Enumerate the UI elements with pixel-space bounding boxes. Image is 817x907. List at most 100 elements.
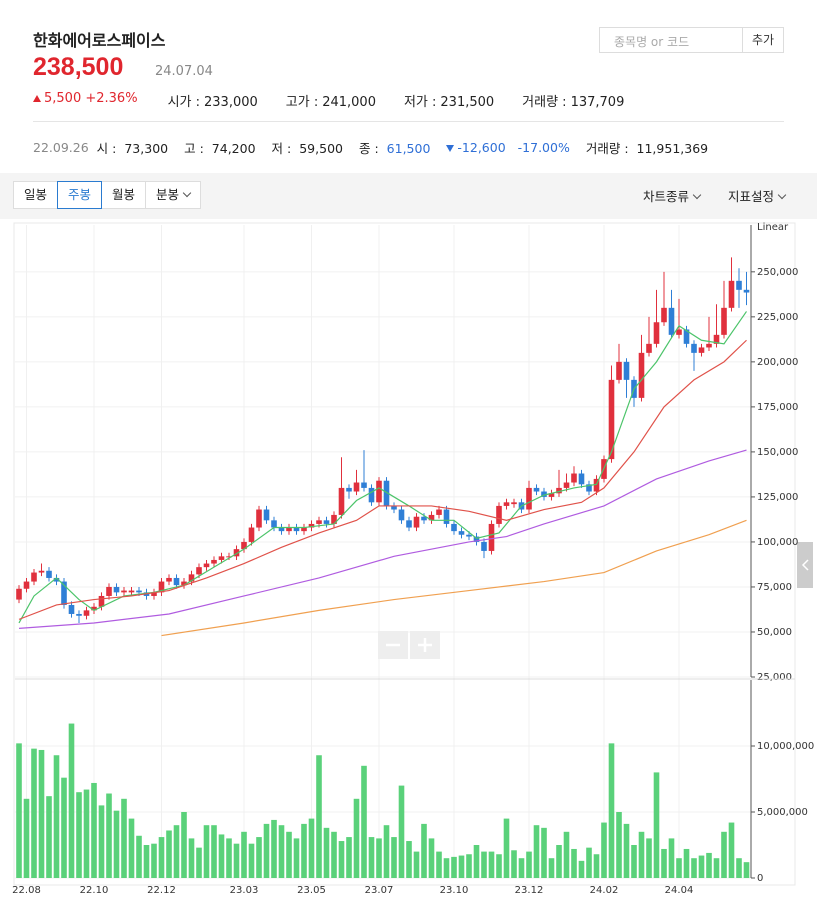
x-tick-label: 23.03 <box>230 885 259 896</box>
volume-bar <box>466 854 472 878</box>
candle-body <box>541 491 547 497</box>
volume-bar <box>196 847 202 878</box>
candle-body <box>293 527 300 532</box>
volume-bar <box>638 831 645 878</box>
volume-bar <box>181 812 187 878</box>
info-change-value: -12,600 <box>457 140 506 155</box>
volume-bar <box>128 818 135 878</box>
period-tab[interactable]: 월봉 <box>101 181 147 209</box>
volume-bar <box>451 856 457 878</box>
candle-body <box>646 343 652 353</box>
candle-body <box>203 563 210 568</box>
info-volume-value: 11,951,369 <box>636 141 709 156</box>
volume-bar <box>631 845 637 878</box>
candle-body <box>736 280 742 290</box>
volume-bar <box>503 818 510 878</box>
candle-body <box>458 531 465 535</box>
stat-value: 137,709 <box>570 95 625 110</box>
period-tab[interactable]: 주봉 <box>57 181 103 209</box>
zoom-in[interactable] <box>410 631 440 659</box>
y-tick-label: 250,000 <box>757 267 798 278</box>
add-button[interactable]: 추가 <box>742 28 783 52</box>
candle-body <box>331 514 337 524</box>
period-tabs: 일봉 주봉 월봉 분봉 <box>13 181 202 209</box>
volume-bar <box>413 851 420 878</box>
search-placeholder: 종목명 or 코드 <box>614 35 690 49</box>
chart-type-menu[interactable]: 차트종류 <box>643 186 702 205</box>
divider <box>33 121 784 122</box>
stat-label: 고가 : <box>285 95 319 110</box>
volume-bar <box>151 843 157 878</box>
plot-border <box>13 222 796 886</box>
change-value: 5,500 <box>44 91 82 106</box>
volume-bar <box>158 837 165 878</box>
y-tick-label: 100,000 <box>757 537 798 548</box>
handle-icon <box>801 559 809 571</box>
candle-body <box>308 523 315 528</box>
volume-bar <box>713 858 720 878</box>
y-tick-label: 225,000 <box>757 312 798 323</box>
candle-body <box>53 577 60 582</box>
candle-body <box>361 482 367 488</box>
price-date: 24.07.04 <box>155 64 213 79</box>
volume-bar <box>98 805 105 878</box>
volume-bar <box>308 818 315 878</box>
volume-bar <box>338 841 345 878</box>
volume-bar <box>16 743 22 878</box>
volume-bar <box>398 785 405 878</box>
volume-bar <box>548 858 555 878</box>
volume-bar <box>271 819 277 878</box>
period-tab[interactable]: 분봉 <box>145 181 202 209</box>
side-handle[interactable] <box>797 542 813 588</box>
volume-bar <box>256 837 262 878</box>
hover-info: 22.09.26 시 : 73,300 고 : 74,200 저 : 59,500 종 : 6… <box>33 138 724 157</box>
info-label: 시 : <box>96 141 117 156</box>
candle-body <box>136 590 142 593</box>
volume-bar <box>391 837 397 878</box>
candle-body <box>218 556 225 560</box>
volume-bar <box>458 855 465 878</box>
candle-body <box>263 509 270 521</box>
candle-body <box>16 588 22 600</box>
volume-bar <box>683 848 690 878</box>
candle-body <box>128 590 135 593</box>
candle-body <box>83 610 90 616</box>
candle-body <box>113 586 120 593</box>
volume-bar <box>286 831 292 878</box>
candle-body <box>608 379 615 460</box>
candle-body <box>376 480 382 503</box>
indicator-menu[interactable]: 지표설정 <box>728 186 787 205</box>
info-value: 59,500 <box>299 141 343 156</box>
price-stats: 5,500 +2.36% 시가 :233,000 고가 :241,000 저가 :2… <box>33 91 624 110</box>
period-tab[interactable]: 일봉 <box>13 181 59 209</box>
volume-bar <box>623 823 630 878</box>
volume-bar <box>346 837 352 878</box>
candle-body <box>601 459 607 479</box>
candle-body <box>181 581 187 586</box>
info-value: 74,200 <box>211 141 256 156</box>
stat-value: 233,000 <box>204 95 258 110</box>
x-tick-label: 24.04 <box>665 885 694 896</box>
volume-bar <box>443 858 450 878</box>
volume-bar <box>376 838 382 878</box>
candle-body <box>421 516 427 521</box>
candle-body <box>428 514 435 521</box>
search-box[interactable]: 종목명 or 코드 추가 <box>599 27 784 53</box>
volume-bar <box>121 798 127 878</box>
y-tick-label: 150,000 <box>757 447 798 458</box>
zoom-out[interactable] <box>378 631 408 659</box>
info-value: 61,500 <box>386 141 431 156</box>
volume-bar <box>593 854 600 878</box>
candle-body <box>661 307 667 323</box>
volume-bar <box>293 838 300 878</box>
info-label: 종 : <box>358 141 379 156</box>
candle-body <box>226 556 232 558</box>
volume-bar <box>736 858 742 878</box>
volume-bar <box>556 845 562 878</box>
y-tick-label: 50,000 <box>757 627 792 638</box>
candle-body <box>301 527 307 532</box>
candle-body <box>676 329 682 335</box>
volume-bar <box>211 825 217 878</box>
candle-body <box>533 487 540 492</box>
volume-bar <box>203 825 210 878</box>
